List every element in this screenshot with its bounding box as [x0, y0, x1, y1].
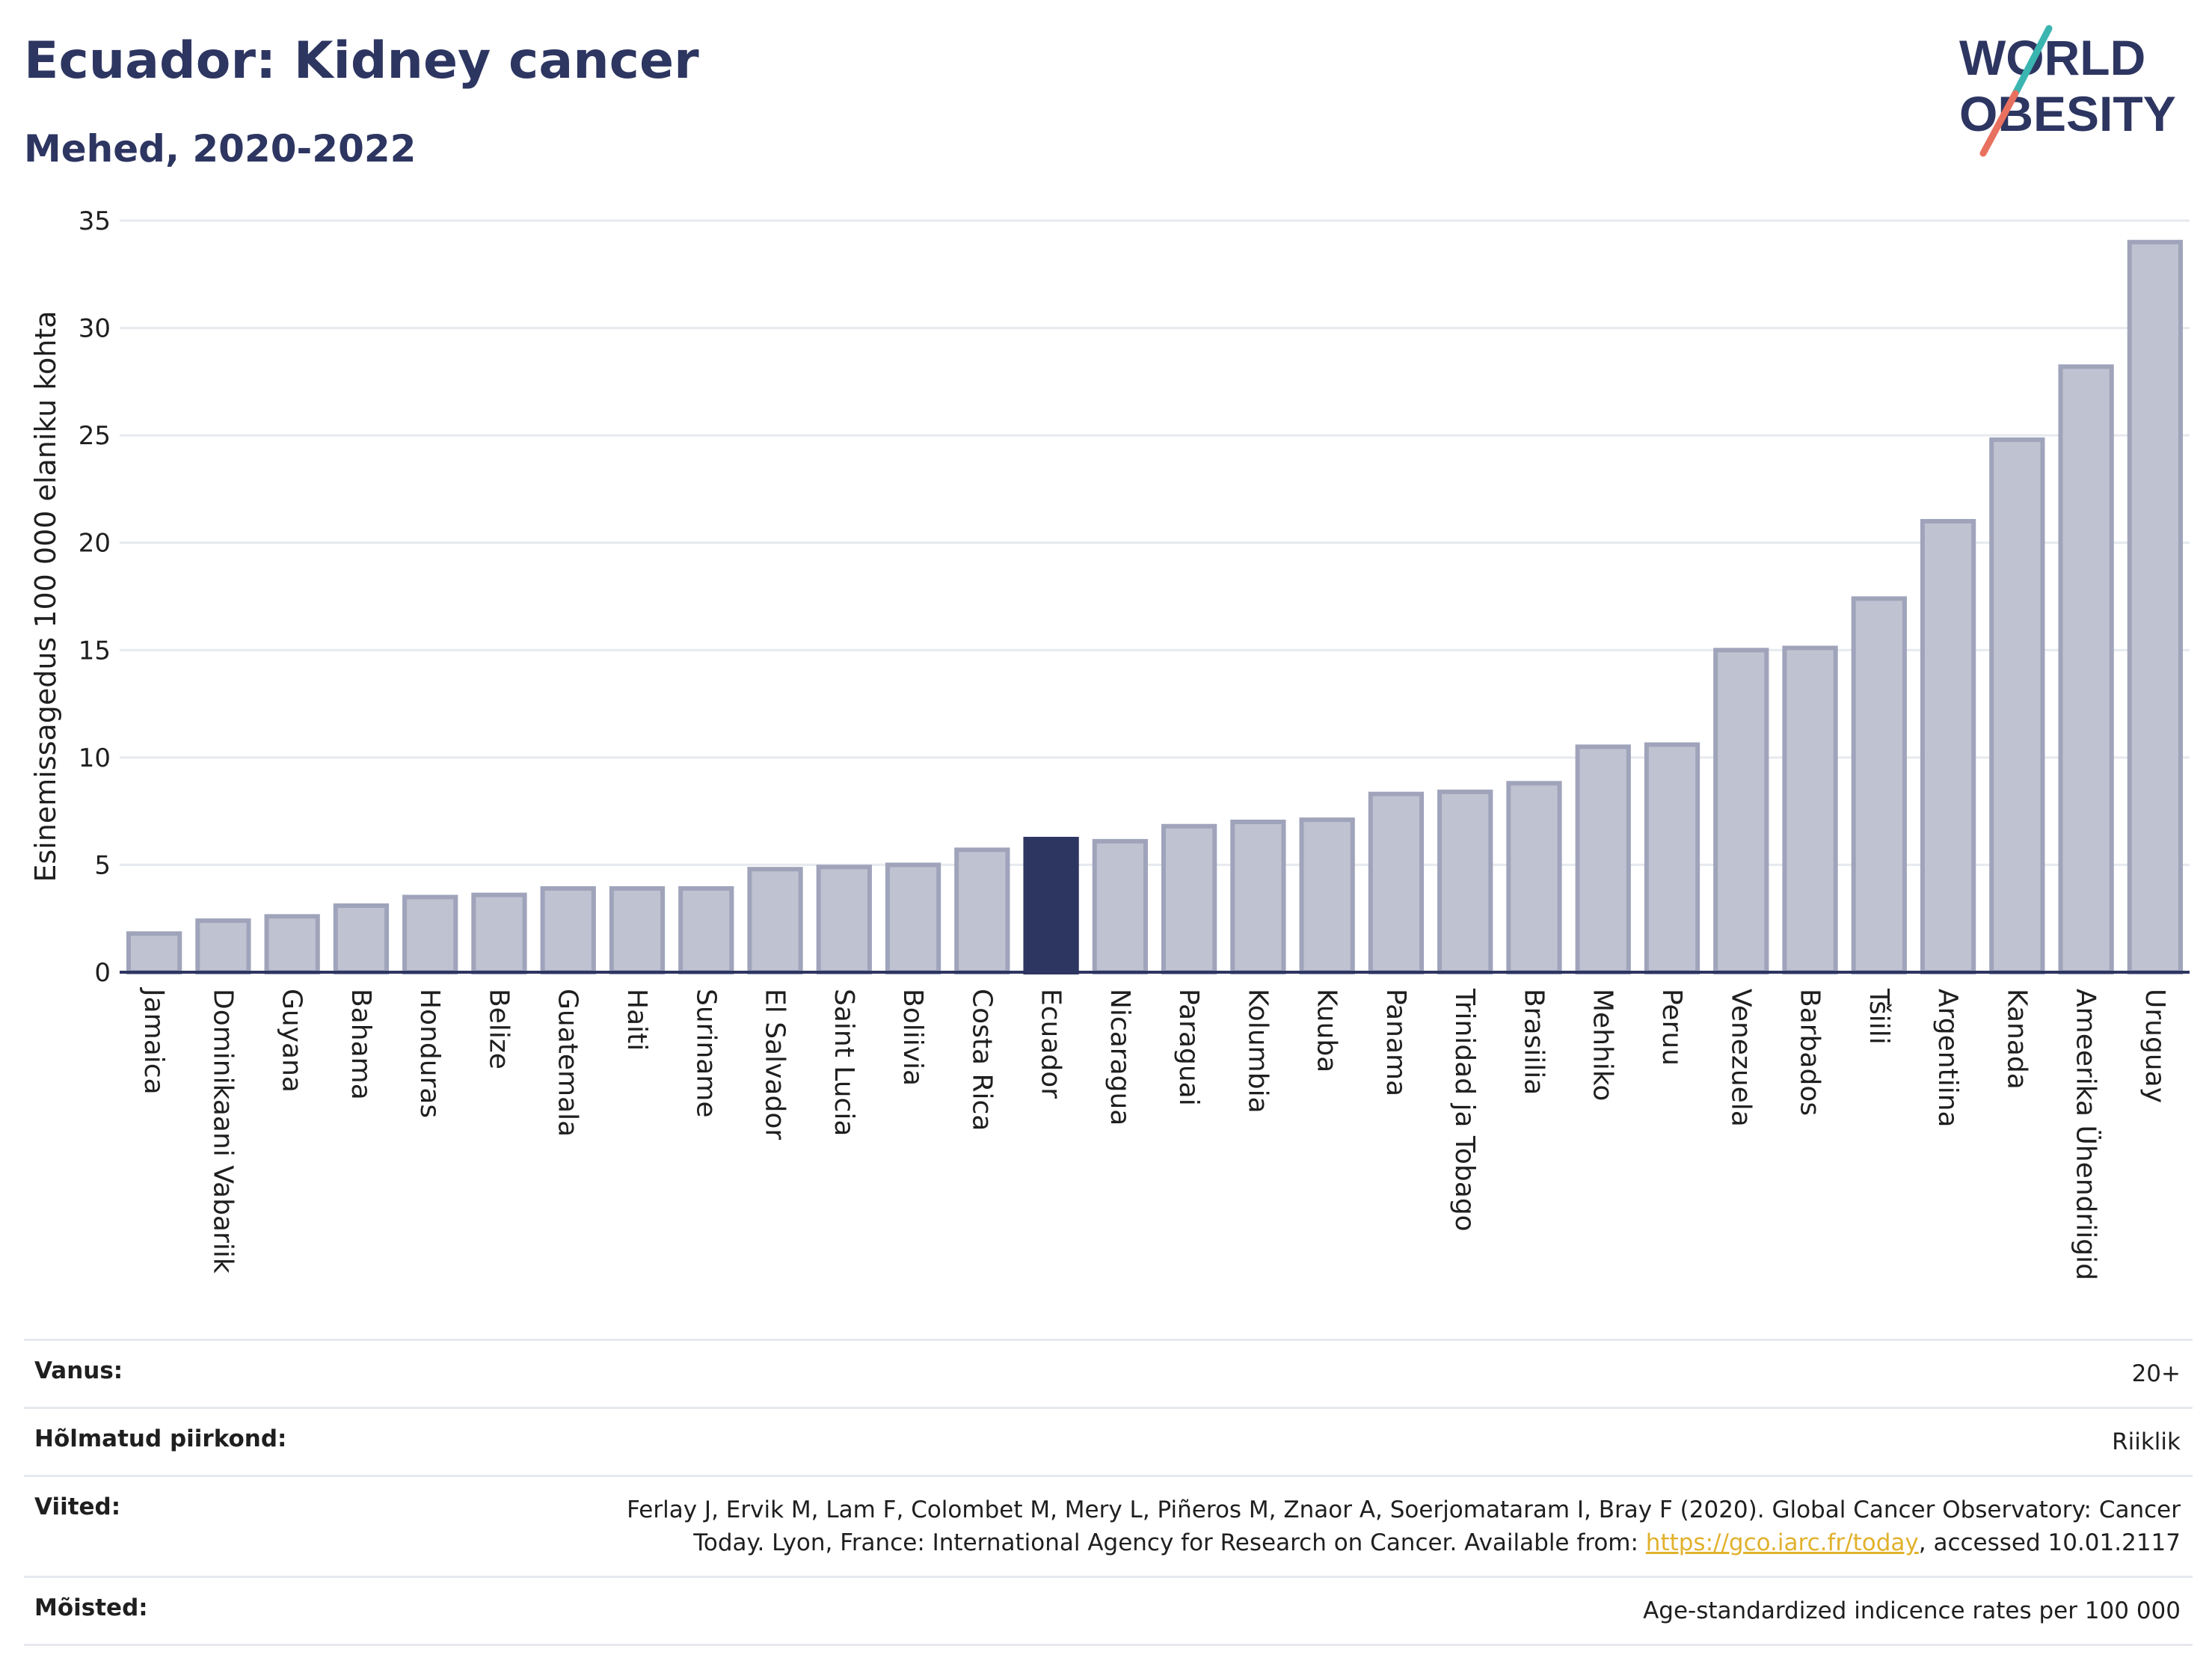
info-table: Vanus: 20+ Hõlmatud piirkond: Riiklik Vi…: [24, 1339, 2193, 1646]
bar: [1230, 820, 1286, 974]
bar: [1092, 838, 1149, 975]
references-text: Ferlay J, Ervik M, Lam F, Colombet M, Me…: [627, 1496, 2181, 1556]
x-tick-label: Jamaica: [138, 987, 169, 1095]
definitions-label: Mõisted:: [34, 1594, 148, 1621]
x-tick-label: Costa Rica: [966, 989, 997, 1131]
bar: [609, 886, 666, 974]
x-tick-label: Venezuela: [1725, 989, 1756, 1127]
bar: [264, 914, 320, 975]
x-tick-label: Guyana: [277, 989, 307, 1093]
y-tick-label: 35: [79, 206, 111, 236]
x-tick-label: Dominikaani Vabariik: [207, 989, 238, 1274]
age-value: 20+: [2131, 1360, 2181, 1387]
x-tick-label: Barbados: [1795, 989, 1825, 1116]
logo-slash-teal: [2012, 25, 2053, 97]
x-tick-label: Kuuba: [1312, 989, 1342, 1072]
y-tick-label: 25: [79, 421, 111, 451]
bar: [1782, 645, 1838, 975]
y-tick-label: 30: [79, 314, 111, 344]
info-row-definitions: Mõisted: Age-standardized indicence rate…: [24, 1576, 2193, 1646]
x-tick-label: El Salvador: [760, 989, 790, 1140]
y-tick-label: 0: [94, 958, 111, 988]
references-link[interactable]: https://gco.iarc.fr/today: [1645, 1529, 1919, 1556]
y-axis-label: Esinemissagedus 100 000 elaniku kohta: [29, 310, 62, 882]
bars: [126, 239, 2184, 975]
bar: [402, 894, 458, 974]
bar: [678, 886, 734, 974]
chart-title: Ecuador: Kidney cancer: [24, 31, 699, 90]
y-tick-label: 10: [79, 743, 111, 773]
bar: [1506, 781, 1562, 975]
x-tick-label: Argentiina: [1932, 989, 1963, 1128]
x-tick-label: Honduras: [414, 989, 445, 1118]
bar: [1575, 744, 1631, 974]
x-tick-label: Guatemala: [553, 989, 583, 1137]
bar: [1644, 742, 1701, 975]
x-tick-label: Boliivia: [897, 989, 928, 1086]
x-tick-label: Uruguay: [2139, 989, 2170, 1103]
bar: [1368, 791, 1425, 974]
y-tick-label: 20: [79, 529, 111, 559]
bar: [2127, 239, 2184, 974]
x-tick-label: Haiti: [621, 989, 652, 1051]
logo-slash-coral: [1979, 90, 2019, 157]
x-tick-label: Kanada: [2001, 989, 2032, 1090]
y-tick-label: 5: [94, 850, 111, 880]
logo-line1: WORLD: [1959, 30, 2145, 85]
x-tick-label: Ecuador: [1036, 989, 1066, 1099]
info-row-region: Hõlmatud piirkond: Riiklik: [24, 1407, 2193, 1475]
bar: [333, 903, 390, 974]
info-row-references: Viited: Ferlay J, Ervik M, Lam F, Colomb…: [24, 1475, 2193, 1576]
bar: [747, 867, 803, 974]
bar: [2058, 364, 2114, 974]
bar: [1299, 817, 1355, 974]
bar: [1920, 519, 1976, 974]
x-tick-label: Brasiilia: [1518, 989, 1549, 1095]
bar: [1161, 823, 1217, 974]
references-label: Viited:: [34, 1493, 121, 1520]
references-suffix: , accessed 10.01.2117: [1918, 1529, 2181, 1556]
bar: [195, 918, 251, 974]
x-tick-label: Suriname: [690, 989, 721, 1118]
y-tick-label: 15: [79, 636, 111, 666]
x-tick-label: Trinidad ja Tobago: [1449, 988, 1480, 1232]
x-tick-label: Nicaragua: [1105, 989, 1135, 1126]
x-tick-label: Saint Lucia: [829, 989, 859, 1136]
x-tick-label: Paraguai: [1173, 989, 1204, 1106]
age-label: Vanus:: [34, 1357, 123, 1384]
bar-chart: 0 5 10 15 20 25 30 35 Jamaica Dominikaani Vabari…: [29, 206, 2190, 1280]
x-tick-label: Belize: [483, 989, 514, 1069]
x-tick-label: Mehhiko: [1588, 989, 1618, 1101]
world-obesity-logo: WORLD OBESITY: [1959, 25, 2176, 157]
bar: [1713, 648, 1769, 974]
chart-subtitle: Mehed, 2020-2022: [24, 127, 417, 171]
bar: [1989, 437, 2045, 974]
y-axis-ticks: 0 5 10 15 20 25 30 35: [79, 206, 111, 988]
region-value: Riiklik: [2112, 1428, 2181, 1455]
bar: [540, 886, 596, 974]
x-tick-label: Ameerika Ühendriigid: [2071, 989, 2102, 1280]
x-tick-label: Peruu: [1656, 989, 1687, 1066]
bar: [954, 847, 1010, 975]
region-label: Hõlmatud piirkond:: [34, 1425, 287, 1452]
x-axis-labels: Jamaica Dominikaani Vabariik Guyana Bahama H…: [138, 987, 2170, 1280]
x-tick-label: Panama: [1380, 989, 1411, 1096]
bar: [126, 931, 182, 975]
x-tick-label: Kolumbia: [1242, 989, 1273, 1114]
bar: [1851, 596, 1907, 974]
x-tick-label: Tšiili: [1864, 988, 1894, 1045]
bar: [885, 862, 941, 975]
bar: [1437, 789, 1493, 975]
definitions-value: Age-standardized indicence rates per 100…: [1643, 1597, 2181, 1624]
info-row-age: Vanus: 20+: [24, 1339, 2193, 1407]
bar: [471, 892, 527, 974]
bar-highlight: [1023, 836, 1079, 974]
references-value: Ferlay J, Ervik M, Lam F, Colombet M, Me…: [573, 1493, 2181, 1559]
x-tick-label: Bahama: [345, 989, 376, 1100]
bar: [816, 865, 872, 975]
